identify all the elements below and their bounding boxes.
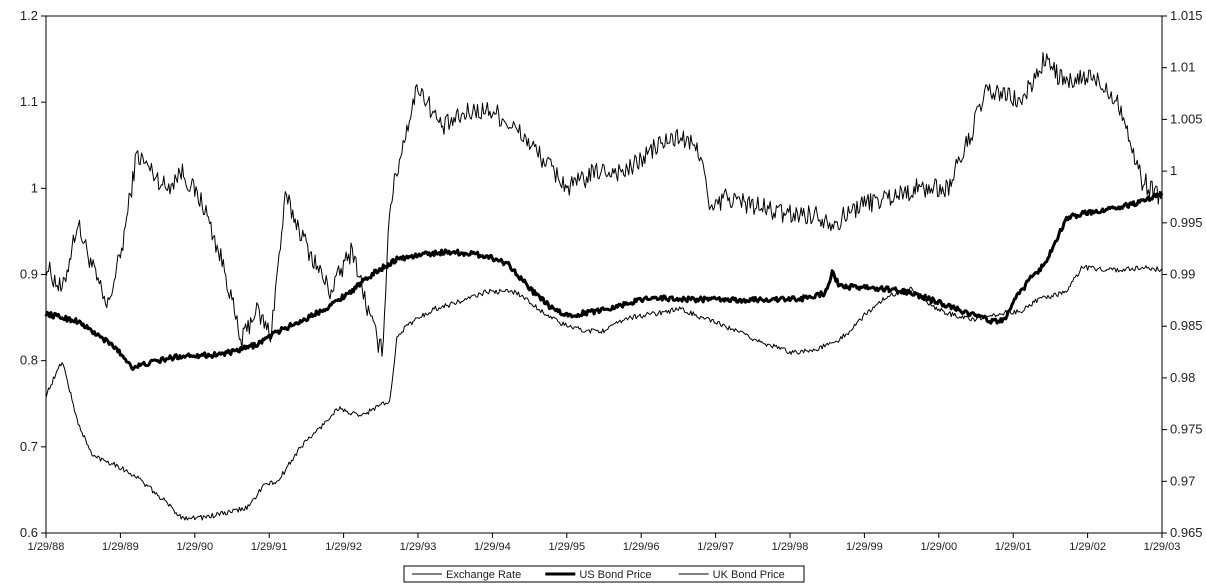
x-tick-label: 1/29/01 [995,541,1032,553]
right-tick-label: 0.99 [1170,267,1195,282]
left-tick-label: 0.8 [20,353,38,368]
x-tick-label: 1/29/91 [251,541,288,553]
right-tick-label: 0.975 [1170,422,1203,437]
x-tick-label: 1/29/92 [325,541,362,553]
right-tick-label: 1.01 [1170,60,1195,75]
x-tick-label: 1/29/99 [846,541,883,553]
legend-label: US Bond Price [579,569,651,581]
plot-area [45,15,1163,534]
left-tick-label: 0.9 [20,267,38,282]
right-tick-label: 1.015 [1170,8,1203,23]
right-tick-label: 0.985 [1170,318,1203,333]
right-tick-label: 1 [1170,163,1177,178]
x-tick-label: 1/29/93 [400,541,437,553]
legend-label: UK Bond Price [713,569,785,581]
x-tick-label: 1/29/98 [772,541,809,553]
legend-box [403,565,805,583]
x-tick-label: 1/29/90 [176,541,213,553]
x-axis: 1/29/88 1/29/89 1/29/90 1/29/91 1/29/92 1/29/… [28,533,1181,553]
right-tick-label: 0.98 [1170,370,1195,385]
right-tick-label: 1.005 [1170,111,1203,126]
legend-label: Exchange Rate [446,569,521,581]
x-tick-label: 1/29/89 [102,541,139,553]
left-tick-label: 0.6 [20,525,38,540]
series-line-2 [45,264,1163,521]
x-tick-label: 1/29/97 [697,541,734,553]
right-tick-label: 0.995 [1170,215,1203,230]
left-tick-label: 1 [31,180,38,195]
x-tick-label: 1/29/02 [1069,541,1106,553]
left-tick-label: 1.1 [20,94,38,109]
plot-border [45,15,1163,534]
series-layer [44,52,1164,521]
left-y-axis: 0.6 0.7 0.8 0.9 1 1.1 1.2 [20,8,46,540]
x-tick-label: 1/29/88 [28,541,65,553]
series-line-1 [44,191,1164,371]
left-tick-label: 0.7 [20,439,38,454]
series-line-0 [45,52,1163,357]
x-tick-label: 1/29/94 [474,541,511,553]
legend: Exchange Rate US Bond Price UK Bond Price [403,565,805,583]
x-tick-label: 1/29/00 [920,541,957,553]
right-y-axis: 0.965 0.97 0.975 0.98 0.985 0.99 0.995 1 1.005 1.… [1162,8,1203,540]
right-tick-label: 0.965 [1170,525,1203,540]
x-tick-label: 1/29/96 [623,541,660,553]
left-tick-label: 1.2 [20,8,38,23]
x-tick-label: 1/29/03 [1144,541,1181,553]
x-tick-label: 1/29/95 [548,541,585,553]
right-tick-label: 0.97 [1170,473,1195,488]
